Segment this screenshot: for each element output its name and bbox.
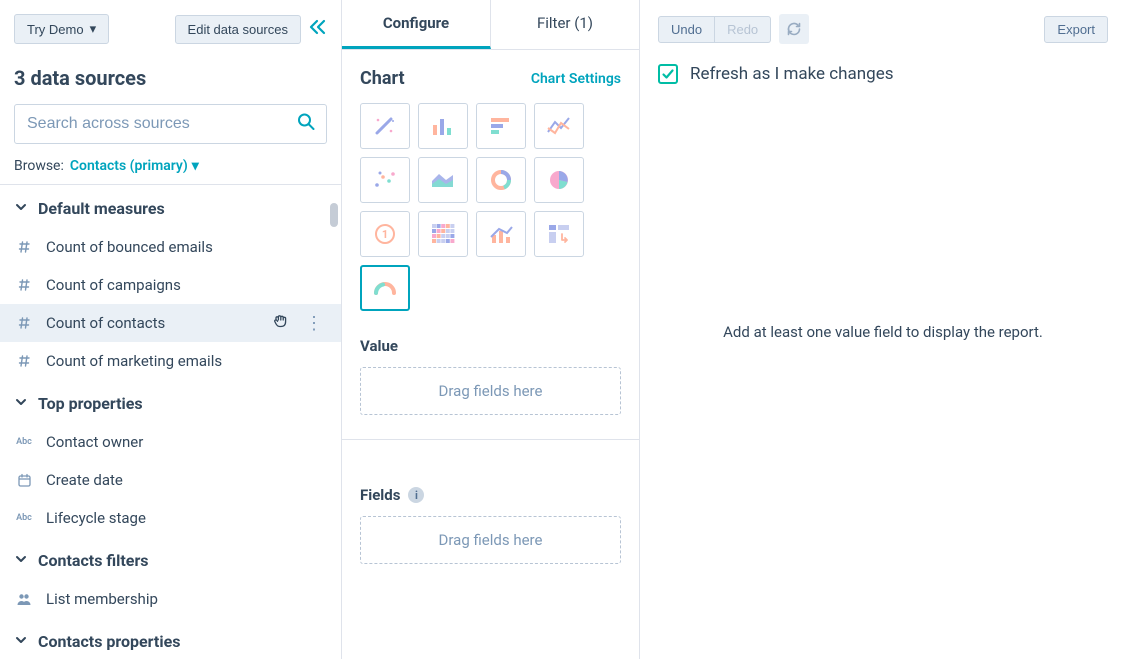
try-demo-label: Try Demo (27, 22, 84, 37)
field-type-icon (14, 277, 34, 293)
fields-title: Fields (360, 486, 400, 504)
field-type-icon (14, 353, 34, 369)
field-label: Count of campaigns (46, 276, 181, 294)
field-type-icon: Abc (14, 513, 34, 523)
chart-type-magic[interactable] (360, 103, 410, 149)
chevron-down-icon (14, 552, 30, 570)
section-title: Top properties (38, 394, 143, 413)
scrollbar-thumb[interactable] (330, 203, 338, 227)
chart-type-kpi[interactable]: 1 (360, 211, 410, 257)
field-item[interactable]: Abc Contact owner (0, 423, 341, 461)
fields-heading: Fields i (360, 486, 621, 504)
more-icon[interactable]: ⋮ (305, 313, 323, 334)
browse-label: Browse: (14, 158, 64, 174)
check-icon (661, 67, 675, 81)
chart-type-hbar[interactable] (476, 103, 526, 149)
tab-configure[interactable]: Configure (342, 0, 491, 49)
export-button[interactable]: Export (1044, 16, 1108, 43)
fields-scroll[interactable]: Default measures Count of bounced emails… (0, 184, 341, 659)
tab-row: Configure Filter (1) (342, 0, 639, 50)
undo-redo-group: Undo Redo (658, 16, 771, 43)
field-type-icon: Abc (14, 437, 34, 447)
value-dropzone[interactable]: Drag fields here (360, 367, 621, 415)
browse-dropdown[interactable]: Contacts (primary) ▾ (70, 158, 199, 174)
chart-type-area[interactable] (418, 157, 468, 203)
field-item[interactable]: Count of marketing emails (0, 342, 341, 380)
section-title: Contacts properties (38, 632, 180, 651)
config-panel: Configure Filter (1) Chart Chart Setting… (342, 0, 640, 659)
value-heading: Value (360, 337, 621, 355)
field-type-icon (14, 315, 34, 331)
field-type-icon (14, 592, 34, 606)
sources-heading: 3 data sources (14, 66, 327, 90)
chart-type-scatter[interactable] (360, 157, 410, 203)
section-contacts-properties[interactable]: Contacts properties (0, 618, 341, 659)
chart-type-pivot[interactable] (534, 211, 584, 257)
field-label: Count of bounced emails (46, 238, 213, 256)
field-label: Count of contacts (46, 314, 165, 332)
section-default-measures[interactable]: Default measures (0, 185, 341, 228)
caret-down-icon: ▾ (90, 21, 97, 37)
left-panel: Try Demo ▾ Edit data sources 3 data sour… (0, 0, 342, 659)
chart-type-bar[interactable] (418, 103, 468, 149)
try-demo-button[interactable]: Try Demo ▾ (14, 14, 109, 44)
search-icon[interactable] (297, 113, 315, 136)
edit-sources-button[interactable]: Edit data sources (175, 15, 301, 44)
field-label: Lifecycle stage (46, 509, 146, 527)
chart-type-grid: 1 (360, 103, 621, 311)
chart-settings-link[interactable]: Chart Settings (531, 71, 621, 87)
caret-down-icon: ▾ (192, 158, 199, 174)
section-top-properties[interactable]: Top properties (0, 380, 341, 423)
chart-type-heatmap[interactable] (418, 211, 468, 257)
browse-value: Contacts (primary) (70, 158, 188, 174)
chevron-down-icon (14, 633, 30, 651)
field-item[interactable]: Create date (0, 461, 341, 499)
chart-type-line[interactable] (534, 103, 584, 149)
field-item[interactable]: List membership (0, 580, 341, 618)
preview-panel: Undo Redo Export Refresh as I make chang… (640, 0, 1126, 659)
field-type-icon (14, 473, 34, 488)
section-title: Default measures (38, 199, 165, 218)
chart-type-combo[interactable] (476, 211, 526, 257)
tab-filter[interactable]: Filter (1) (491, 0, 639, 49)
section-title: Contacts filters (38, 551, 149, 570)
field-label: Contact owner (46, 433, 143, 451)
refresh-icon (786, 21, 802, 37)
empty-state-message: Add at least one value field to display … (723, 323, 1043, 341)
redo-button[interactable]: Redo (715, 16, 771, 43)
field-label: List membership (46, 590, 158, 608)
chart-heading: Chart (360, 68, 405, 89)
undo-button[interactable]: Undo (658, 16, 715, 43)
search-input[interactable] (14, 104, 327, 144)
field-item[interactable]: Abc Lifecycle stage (0, 499, 341, 537)
info-icon[interactable]: i (408, 487, 424, 503)
svg-text:1: 1 (382, 228, 388, 241)
field-item[interactable]: Count of bounced emails (0, 228, 341, 266)
refresh-label: Refresh as I make changes (690, 64, 894, 84)
section-contacts-filters[interactable]: Contacts filters (0, 537, 341, 580)
collapse-panel-icon[interactable] (309, 19, 327, 40)
grab-cursor-icon (271, 311, 291, 335)
fields-dropzone[interactable]: Drag fields here (360, 516, 621, 564)
field-label: Count of marketing emails (46, 352, 222, 370)
chart-type-donut[interactable] (476, 157, 526, 203)
chevron-down-icon (14, 395, 30, 413)
chart-type-gauge[interactable] (360, 265, 410, 311)
field-type-icon (14, 239, 34, 255)
chevron-down-icon (14, 200, 30, 218)
refresh-button[interactable] (779, 14, 809, 44)
chart-type-pie[interactable] (534, 157, 584, 203)
value-title: Value (360, 337, 398, 355)
field-item[interactable]: Count of contacts ⋮ (0, 304, 341, 342)
field-label: Create date (46, 471, 123, 489)
field-item[interactable]: Count of campaigns (0, 266, 341, 304)
refresh-checkbox[interactable] (658, 64, 678, 84)
